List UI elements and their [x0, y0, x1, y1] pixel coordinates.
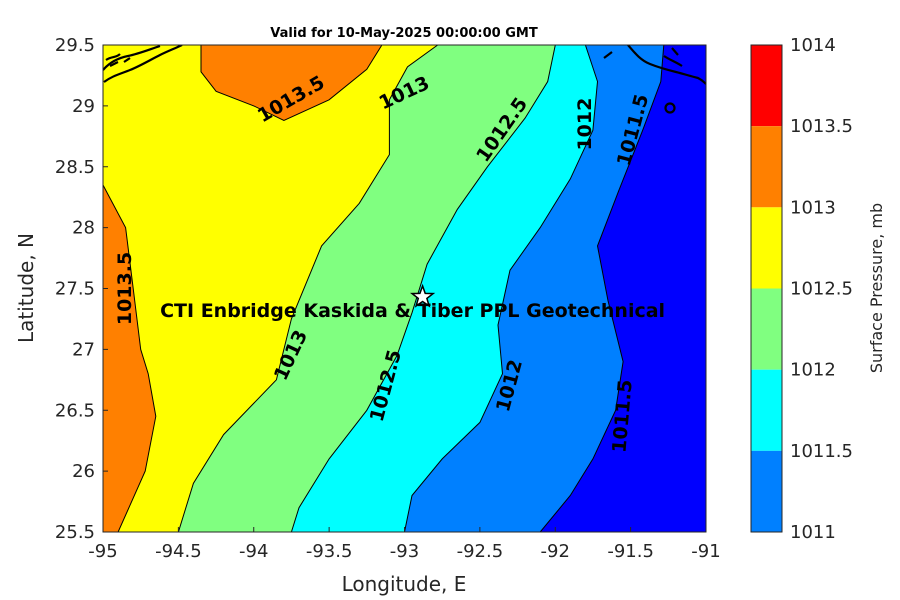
x-tick-label: -92 [541, 541, 570, 562]
colorbar-tick-label: 1014 [790, 35, 836, 56]
y-tick-label: 28 [72, 218, 95, 239]
x-axis-ticks: -95 -94.5 -94 -93.5 -93 -92.5 -92 -91.5 -91 [88, 527, 721, 562]
x-tick-label: -94.5 [155, 541, 202, 562]
colorbar-swatch [751, 288, 782, 370]
contour-label: 1012 [574, 98, 596, 151]
x-tick-label: -94 [239, 541, 268, 562]
colorbar-tick-label: 1011.5 [790, 441, 853, 462]
colorbar-swatch [751, 207, 782, 289]
colorbar-swatch [751, 126, 782, 208]
colorbar-tick-label: 1012 [790, 360, 836, 381]
y-axis-label: Latitude, N [14, 233, 38, 343]
x-tick-label: -93 [390, 541, 419, 562]
y-tick-label: 29.5 [55, 35, 95, 56]
colorbar: 1014 1013.5 1013 1012.5 1012 1011.5 1011 [750, 35, 853, 543]
contour-label: 1013.5 [114, 252, 136, 325]
map-title: Valid for 10-May-2025 00:00:00 GMT [270, 26, 538, 41]
colorbar-swatch [751, 45, 782, 127]
x-axis-label: Longitude, E [342, 572, 467, 596]
colorbar-swatch [751, 450, 782, 532]
x-tick-label: -92.5 [457, 541, 504, 562]
x-tick-label: -95 [88, 541, 117, 562]
colorbar-label: Surface Pressure, mb [867, 203, 886, 373]
y-tick-label: 25.5 [55, 522, 95, 543]
y-tick-label: 27 [72, 339, 95, 360]
coastline [103, 45, 706, 114]
y-tick-label: 29 [72, 96, 95, 117]
colorbar-swatch [751, 369, 782, 451]
y-tick-label: 26.5 [55, 400, 95, 421]
band-1013.5-west [103, 184, 157, 532]
colorbar-tick-label: 1011 [790, 522, 836, 543]
x-tick-label: -91 [691, 541, 720, 562]
x-tick-label: -93.5 [306, 541, 353, 562]
band-1013.5-north [200, 45, 383, 122]
colorbar-tick-label: 1012.5 [790, 279, 853, 300]
y-tick-label: 27.5 [55, 279, 95, 300]
colorbar-frame [750, 44, 783, 533]
x-tick-label: -91.5 [607, 541, 654, 562]
site-star-marker [409, 283, 436, 308]
band-1013-1013.5 [103, 45, 439, 532]
colorbar-tick-label: 1013 [790, 197, 836, 218]
y-axis-ticks: 29.5 29 28.5 28 27.5 27 26.5 26 25.5 [55, 35, 108, 543]
site-label: CTI Enbridge Kaskida & Tiber PPL Geotech… [160, 300, 665, 322]
colorbar-tick-label: 1013.5 [790, 116, 853, 137]
y-tick-label: 28.5 [55, 157, 95, 178]
y-tick-label: 26 [72, 461, 95, 482]
